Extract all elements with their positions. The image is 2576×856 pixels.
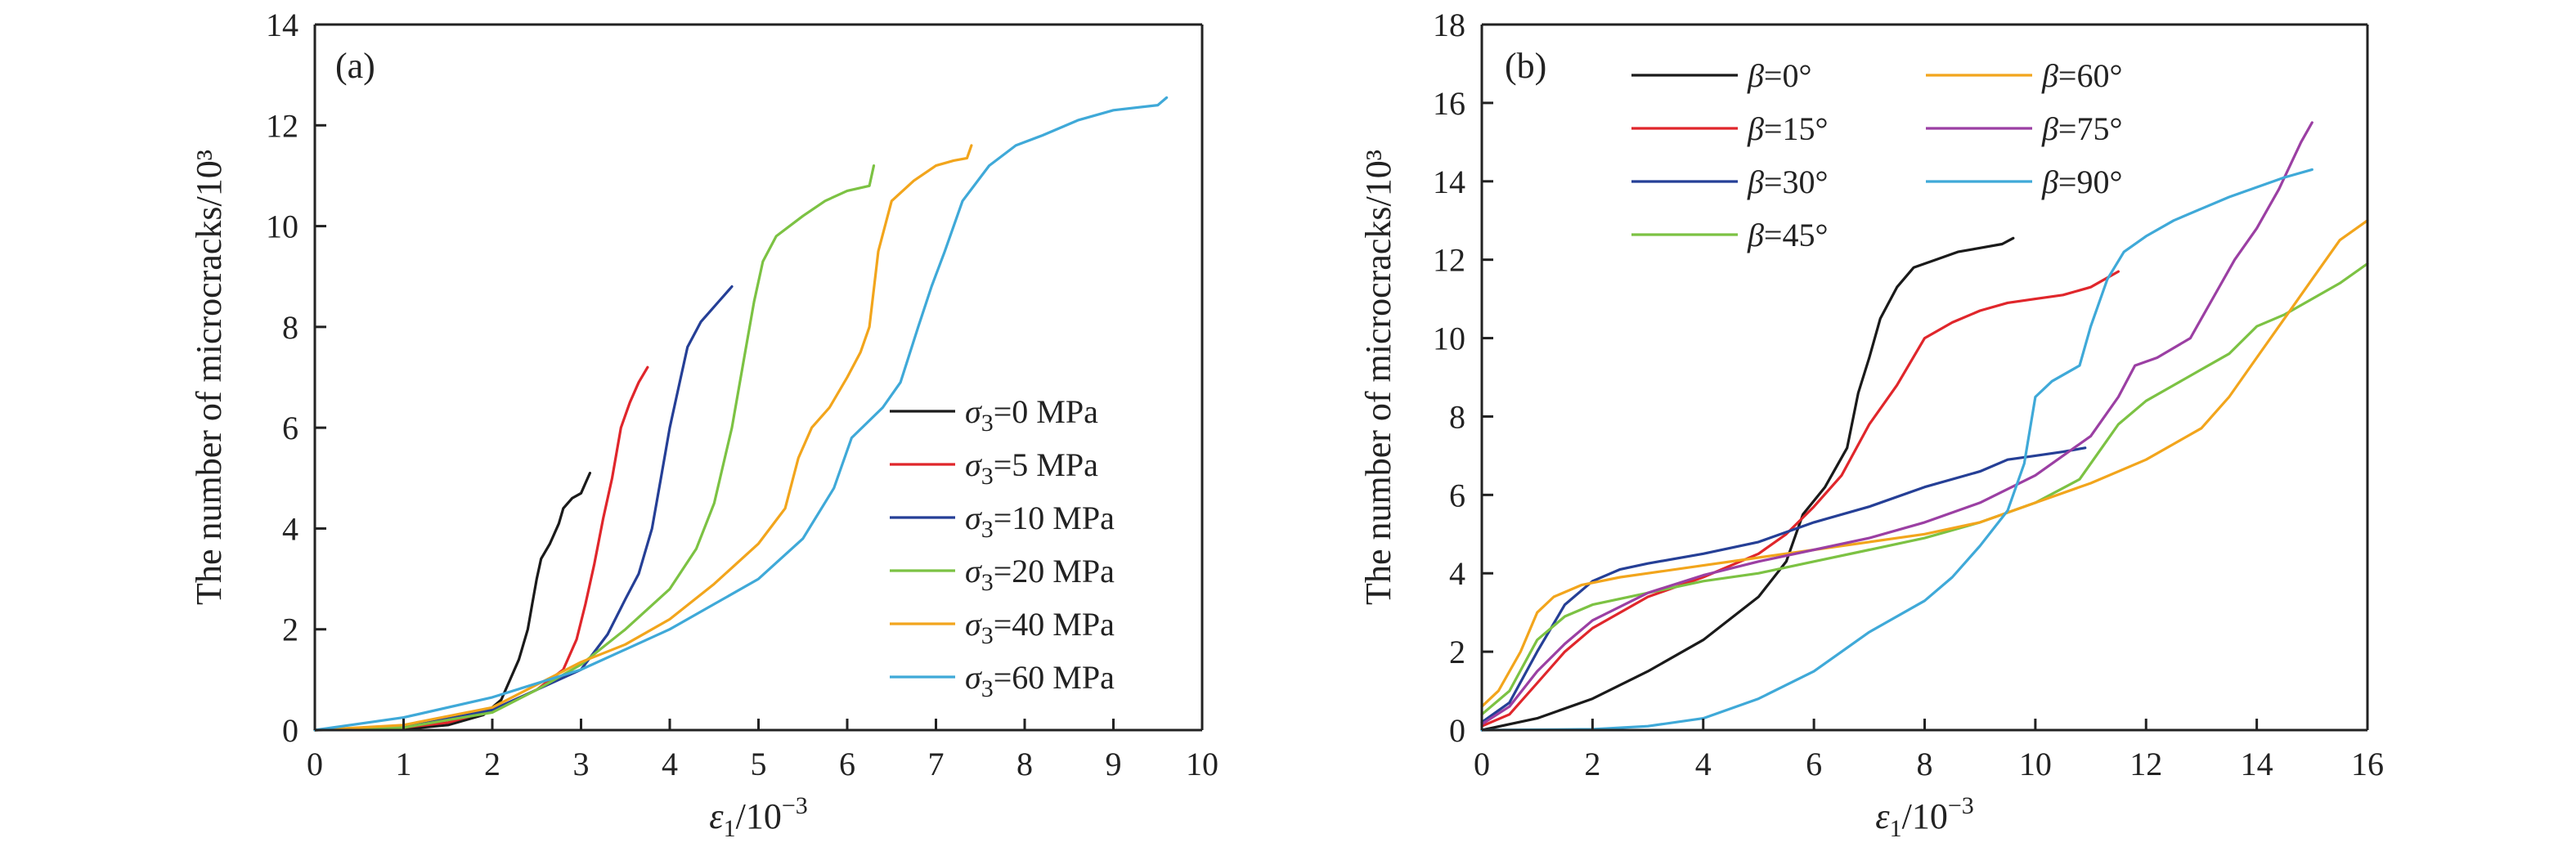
series-line-1 xyxy=(313,472,591,732)
series-line-4 xyxy=(313,164,876,732)
y-tick-label: 4 xyxy=(1449,555,1465,592)
x-tick-label: 9 xyxy=(1106,746,1122,782)
y-tick-label: 8 xyxy=(282,309,298,346)
y-axis-title: The number of microcracks/10³ xyxy=(189,150,229,605)
legend-label: σ3=20 MPa xyxy=(965,553,1115,596)
legend: σ3=0 MPa σ3=5 MPa σ3=10 MPa σ3=20 MPa σ3=40 … xyxy=(890,393,1115,702)
series-line-2 xyxy=(1480,270,2120,728)
legend-label: σ3=60 MPa xyxy=(965,659,1115,702)
x-tick-label: 8 xyxy=(1016,746,1033,782)
x-tick-label: 12 xyxy=(2129,746,2162,782)
series-line-3 xyxy=(1480,446,2087,724)
x-tick-label: 16 xyxy=(2351,746,2384,782)
x-tick-label: 14 xyxy=(2241,746,2273,782)
series-line-1 xyxy=(1480,236,2015,732)
legend-label: σ3=10 MPa xyxy=(965,500,1115,543)
series-line-6 xyxy=(313,96,1169,732)
x-tick-label: 2 xyxy=(484,746,500,782)
legend-label: β=60° xyxy=(2041,57,2122,94)
legend-label: β=15° xyxy=(1747,110,1828,147)
legend: β=0° β=15° β=30° β=45° β=60° β=75° β=90° xyxy=(1631,57,2122,253)
series-line-5 xyxy=(1480,219,2369,708)
legend-label: β=45° xyxy=(1747,217,1828,253)
y-tick-label: 8 xyxy=(1449,398,1465,435)
x-tick-label: 4 xyxy=(662,746,678,782)
y-tick-label: 4 xyxy=(282,510,298,547)
series-line-3 xyxy=(313,285,734,732)
x-tick-label: 10 xyxy=(1186,746,1218,782)
y-tick-label: 14 xyxy=(1433,164,1465,200)
y-tick-label: 18 xyxy=(1433,7,1465,43)
y-tick-label: 6 xyxy=(1449,477,1465,513)
x-tick-label: 5 xyxy=(751,746,767,782)
legend-label: σ3=40 MPa xyxy=(965,606,1115,649)
x-tick-label: 3 xyxy=(573,746,590,782)
x-tick-label: 1 xyxy=(396,746,412,782)
y-tick-label: 12 xyxy=(1433,242,1465,279)
legend-label: β=75° xyxy=(2041,110,2122,147)
y-tick-label: 16 xyxy=(1433,85,1465,122)
series-line-6 xyxy=(1480,121,2313,726)
y-tick-label: 0 xyxy=(1449,712,1465,749)
panel-label: (b) xyxy=(1505,46,1546,86)
y-tick-label: 0 xyxy=(282,712,298,749)
y-tick-label: 6 xyxy=(282,410,298,446)
series-line-2 xyxy=(313,365,649,732)
legend-label: σ3=0 MPa xyxy=(965,393,1098,437)
series-line-4 xyxy=(1480,262,2369,716)
x-tick-label: 8 xyxy=(1917,746,1933,782)
x-tick-label: 10 xyxy=(2019,746,2052,782)
y-tick-label: 10 xyxy=(266,208,298,245)
legend-label: β=0° xyxy=(1747,57,1811,94)
x-axis-title: ε1/10−3 xyxy=(1875,792,1974,842)
legend-label: β=90° xyxy=(2041,164,2122,200)
y-axis-title: The number of microcracks/10³ xyxy=(1358,150,1398,605)
y-tick-label: 10 xyxy=(1433,320,1465,357)
legend-label: σ3=5 MPa xyxy=(965,446,1098,490)
y-tick-label: 14 xyxy=(266,7,298,43)
x-tick-label: 0 xyxy=(1474,746,1490,782)
x-tick-label: 4 xyxy=(1695,746,1712,782)
y-tick-label: 2 xyxy=(1449,634,1465,670)
legend-label: β=30° xyxy=(1747,164,1828,200)
series-line-5 xyxy=(313,144,973,732)
x-tick-label: 0 xyxy=(307,746,323,782)
series-line-7 xyxy=(1480,168,2313,732)
y-tick-label: 12 xyxy=(266,107,298,144)
x-tick-label: 2 xyxy=(1584,746,1600,782)
x-tick-label: 6 xyxy=(1806,746,1822,782)
x-tick-label: 7 xyxy=(928,746,945,782)
y-tick-label: 2 xyxy=(282,612,298,648)
panel-label: (a) xyxy=(335,46,375,86)
x-tick-label: 6 xyxy=(839,746,855,782)
x-axis-title: ε1/10−3 xyxy=(709,792,808,842)
panel-b: 0 2 4 6 8 10 12 14 16 0 2 4 6 8 10 12 14 16 18 (b) The numbe… xyxy=(1358,7,2384,842)
